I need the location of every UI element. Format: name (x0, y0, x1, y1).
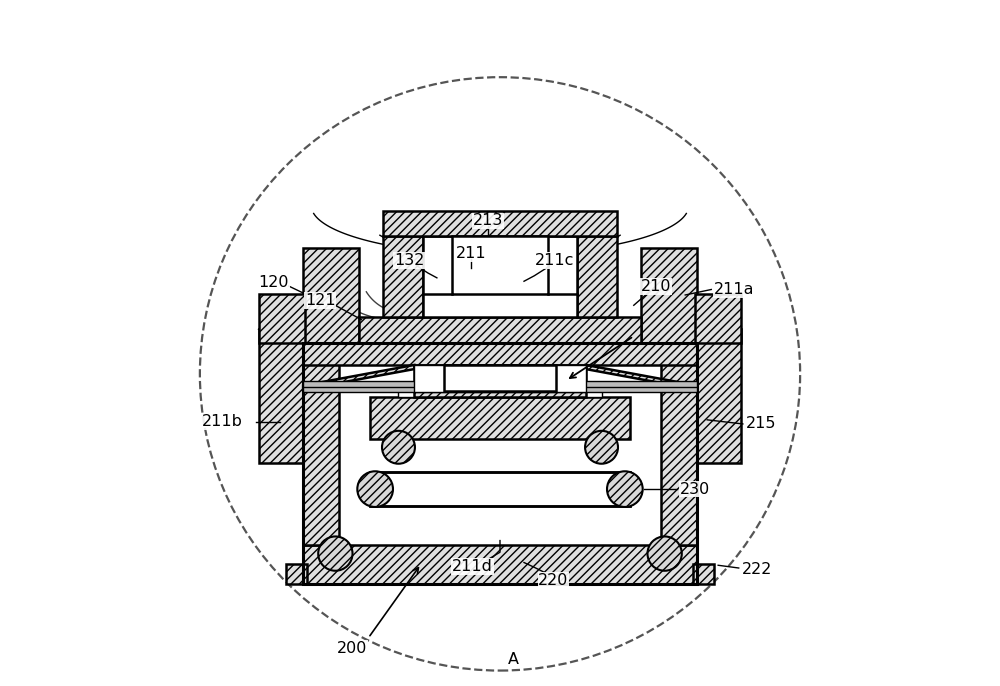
Text: 121: 121 (305, 293, 336, 308)
Bar (661, 346, 697, 545)
Bar (359, 317, 641, 343)
Bar (303, 381, 697, 392)
Circle shape (382, 431, 415, 464)
Bar (398, 387, 602, 397)
Circle shape (585, 431, 618, 464)
Bar (697, 329, 741, 463)
Text: 132: 132 (394, 253, 425, 268)
Text: 211: 211 (456, 246, 487, 261)
Text: 200: 200 (337, 641, 368, 656)
Bar (423, 236, 577, 317)
Text: 120: 120 (258, 275, 289, 290)
Bar (695, 294, 741, 343)
Text: 222: 222 (741, 562, 772, 577)
Text: A: A (508, 652, 519, 667)
Bar (303, 343, 697, 365)
Bar (383, 236, 423, 317)
Text: 211a: 211a (714, 282, 755, 297)
Bar (259, 329, 303, 463)
Text: 211c: 211c (535, 253, 575, 268)
Circle shape (647, 536, 682, 571)
Bar (303, 346, 339, 545)
Bar (444, 365, 556, 391)
Bar (303, 343, 697, 584)
Text: 210: 210 (641, 279, 672, 294)
Bar (370, 472, 630, 506)
Circle shape (318, 536, 353, 571)
Circle shape (357, 471, 393, 507)
Bar (370, 397, 630, 439)
Text: 220: 220 (538, 573, 569, 588)
Bar (303, 545, 697, 584)
Bar (383, 211, 617, 236)
Text: 211d: 211d (452, 559, 493, 574)
Circle shape (607, 471, 643, 507)
Bar (259, 294, 305, 343)
Bar (577, 236, 617, 317)
Text: 230: 230 (680, 482, 710, 497)
Bar (414, 365, 586, 397)
Bar (452, 236, 548, 294)
Bar (693, 564, 714, 584)
Polygon shape (586, 365, 697, 390)
Bar (414, 365, 586, 392)
Polygon shape (303, 365, 414, 390)
Text: 211b: 211b (202, 414, 242, 429)
Text: 213: 213 (472, 213, 503, 228)
Bar (286, 564, 307, 584)
Bar (641, 248, 697, 343)
Text: 215: 215 (746, 416, 776, 431)
Bar (303, 248, 359, 343)
